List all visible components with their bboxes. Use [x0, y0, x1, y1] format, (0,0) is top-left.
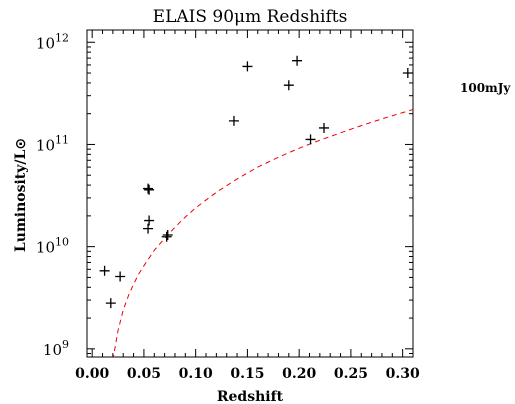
- data-point: [143, 223, 154, 234]
- y-axis-label-text: Luminosity/L: [13, 150, 29, 253]
- x-tick-label: 0.05: [127, 366, 161, 382]
- chart-title: ELAIS 90μm Redshifts: [153, 7, 348, 27]
- data-point: [402, 68, 413, 79]
- data-point: [105, 298, 116, 309]
- svg-text:Luminosity/L⊙: Luminosity/L⊙: [13, 138, 29, 252]
- data-point: [143, 183, 154, 194]
- data-point: [305, 134, 316, 145]
- x-tick-label: 0.10: [179, 366, 213, 382]
- flux-limit-curve: [112, 109, 413, 357]
- plot-frame: [86, 29, 414, 358]
- plot-area: 0.00 0.05 0.10 0.15 0.20 0.25 0.30 109 1010 1011 1…: [36, 29, 420, 382]
- data-point: [144, 184, 155, 195]
- x-tick-label: 0.25: [334, 366, 368, 382]
- x-tick-label: 0.20: [282, 366, 316, 382]
- y-tick-label: 109: [43, 338, 69, 359]
- data-point: [162, 229, 173, 240]
- x-tick-label: 0.15: [230, 366, 264, 382]
- x-tick-label: 0.30: [386, 366, 420, 382]
- y-axis-label: Luminosity/L⊙: [13, 138, 29, 252]
- data-point: [115, 271, 126, 282]
- data-point: [283, 80, 294, 91]
- data-point: [144, 215, 155, 226]
- data-point: [292, 55, 303, 66]
- data-point: [99, 265, 110, 276]
- data-point: [228, 115, 239, 126]
- sun-symbol: ⊙: [13, 138, 29, 150]
- x-tick-label: 0.00: [75, 366, 109, 382]
- data-point: [242, 61, 253, 72]
- data-point: [161, 231, 172, 242]
- y-tick-label: 1011: [36, 133, 69, 154]
- y-tick-label: 1010: [36, 236, 69, 257]
- data-point: [318, 122, 329, 133]
- y-tick-label: 1012: [36, 31, 69, 52]
- curve-label: 100mJy: [460, 81, 511, 95]
- x-axis-label: Redshift: [217, 389, 284, 404]
